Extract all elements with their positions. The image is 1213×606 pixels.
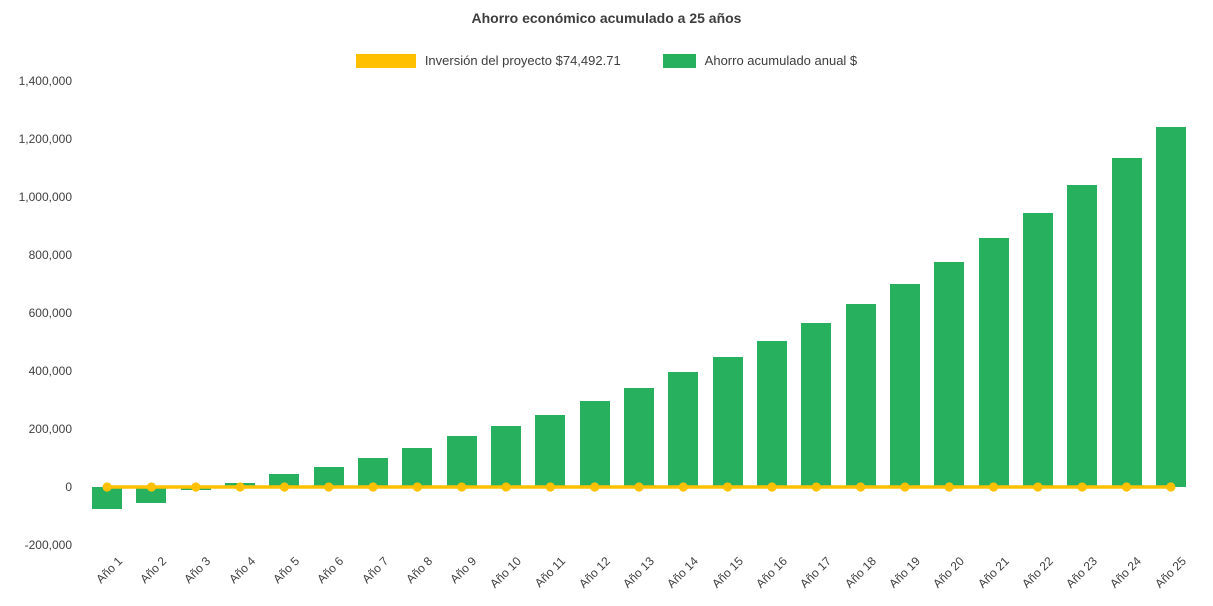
y-tick-label: 1,200,000 <box>18 132 72 146</box>
x-axis-label: Año 1 <box>92 554 126 587</box>
bar-año-18 <box>845 304 876 487</box>
bar-año-10 <box>491 426 522 487</box>
bar-año-12 <box>579 401 610 487</box>
x-axis-label: Año 15 <box>708 554 746 591</box>
bar-año-17 <box>801 323 832 487</box>
x-axis-label: Año 3 <box>181 554 214 587</box>
bar-año-9 <box>446 436 477 487</box>
y-tick-label: 800,000 <box>28 248 72 262</box>
x-axis-label: Año 20 <box>930 554 968 591</box>
bar-año-19 <box>889 284 920 487</box>
bar-año-20 <box>934 262 965 487</box>
investment-swatch <box>355 53 416 68</box>
savings-swatch <box>662 53 696 68</box>
y-tick-label: 400,000 <box>28 364 72 378</box>
x-axis-label: Año 23 <box>1063 554 1101 591</box>
bar-año-22 <box>1022 212 1053 487</box>
bar-año-21 <box>978 237 1009 487</box>
x-axis-label: Año 18 <box>841 554 879 591</box>
legend-item-investment: Inversión del proyecto $74,492.71 <box>355 53 621 68</box>
legend-savings-label: Ahorro acumulado anual $ <box>704 53 858 68</box>
bar-año-11 <box>535 414 566 487</box>
chart-title: Ahorro económico acumulado a 25 años <box>471 10 742 26</box>
bar-año-8 <box>402 447 433 487</box>
x-axis-label: Año 21 <box>974 554 1012 591</box>
bar-año-4 <box>225 482 256 487</box>
legend: Inversión del proyecto $74,492.71 Ahorro… <box>0 53 1213 68</box>
bar-año-15 <box>712 356 743 487</box>
x-axis-label: Año 17 <box>797 554 835 591</box>
x-axis-label: Año 7 <box>358 554 391 587</box>
bar-año-5 <box>269 473 300 487</box>
y-tick-label: 200,000 <box>28 422 72 436</box>
x-axis-label: Año 12 <box>575 554 613 591</box>
bar-año-3 <box>180 487 211 490</box>
x-axis-label: Año 11 <box>532 554 569 591</box>
y-tick-label: 0 <box>65 480 72 494</box>
bar-año-13 <box>624 388 654 487</box>
legend-investment-label: Inversión del proyecto $74,492.71 <box>424 53 621 68</box>
x-axis-label: Año 19 <box>886 554 923 591</box>
bar-año-25 <box>1155 127 1186 487</box>
y-tick-label: 1,400,000 <box>18 74 72 88</box>
bar-año-14 <box>668 372 699 487</box>
x-axis-label: Año 25 <box>1151 554 1189 591</box>
x-axis-label: Año 14 <box>664 554 702 591</box>
x-axis-label: Año 16 <box>753 554 790 591</box>
bar-año-7 <box>358 458 389 487</box>
bar-año-23 <box>1067 185 1098 487</box>
x-axis-label: Año 2 <box>137 554 170 587</box>
x-axis-label: Año 13 <box>620 554 657 591</box>
legend-item-savings: Ahorro acumulado anual $ <box>662 53 858 68</box>
x-axis-label: Año 5 <box>270 554 303 587</box>
x-axis-label: Año 6 <box>314 554 347 587</box>
y-tick-label: 1,000,000 <box>18 190 72 204</box>
y-tick-label: 600,000 <box>28 306 72 320</box>
x-axis-label: Año 10 <box>487 554 524 591</box>
x-axis-label: Año 4 <box>225 554 259 587</box>
y-tick-label: -200,000 <box>24 538 72 552</box>
bar-año-16 <box>756 340 787 487</box>
x-axis-label: Año 9 <box>447 554 480 587</box>
bar-año-1 <box>92 487 123 509</box>
bar-año-6 <box>313 466 344 487</box>
x-axis-label: Año 8 <box>403 554 436 587</box>
bar-año-2 <box>136 487 167 503</box>
x-axis-label: Año 24 <box>1107 554 1145 591</box>
x-axis-label: Año 22 <box>1018 554 1056 591</box>
bar-año-24 <box>1111 157 1142 487</box>
